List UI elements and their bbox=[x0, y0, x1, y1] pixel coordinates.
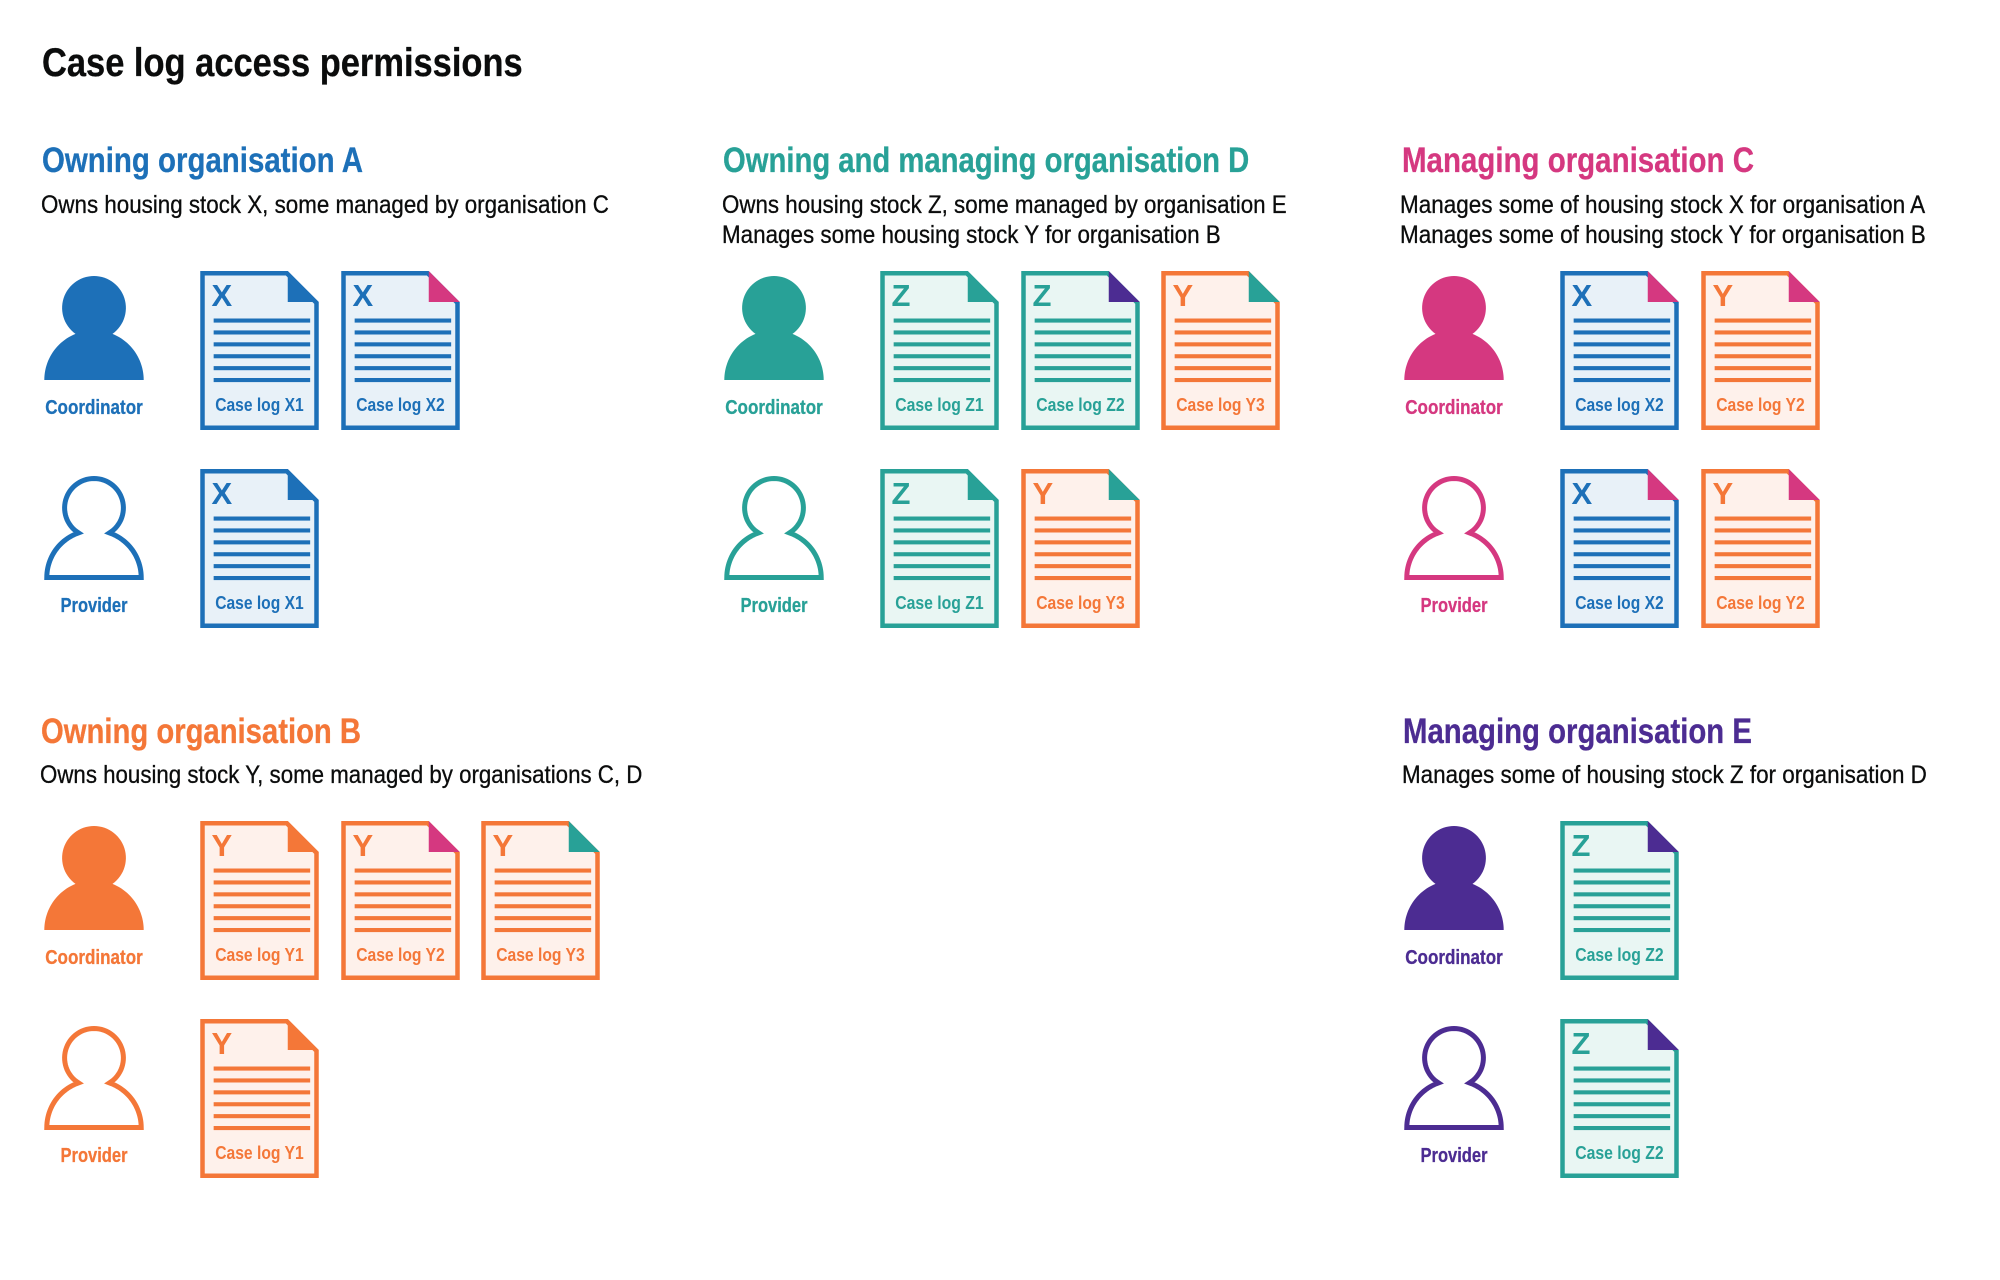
svg-text:X: X bbox=[212, 278, 233, 313]
svg-text:Y: Y bbox=[212, 828, 233, 863]
svg-text:Y: Y bbox=[1032, 475, 1053, 510]
svg-text:Y: Y bbox=[1712, 278, 1733, 313]
svg-text:Case log Y1: Case log Y1 bbox=[215, 944, 304, 965]
svg-text:Z: Z bbox=[1572, 1025, 1591, 1060]
svg-text:Y: Y bbox=[492, 828, 513, 863]
svg-text:Case log Z1: Case log Z1 bbox=[895, 591, 984, 612]
svg-text:Case log Z2: Case log Z2 bbox=[1036, 394, 1125, 415]
svg-text:Y: Y bbox=[352, 828, 373, 863]
svg-text:Y: Y bbox=[1172, 278, 1193, 313]
svg-text:X: X bbox=[1572, 278, 1593, 313]
svg-text:Z: Z bbox=[892, 475, 911, 510]
svg-text:Case log Z2: Case log Z2 bbox=[1575, 1141, 1664, 1162]
svg-text:X: X bbox=[1572, 475, 1593, 510]
svg-text:X: X bbox=[212, 475, 233, 510]
svg-text:Z: Z bbox=[1032, 278, 1051, 313]
svg-text:Case log X2: Case log X2 bbox=[1575, 394, 1664, 415]
svg-text:Case log Y3: Case log Y3 bbox=[1036, 591, 1125, 612]
svg-text:Case log Z1: Case log Z1 bbox=[895, 394, 984, 415]
svg-text:Case log X2: Case log X2 bbox=[1575, 591, 1664, 612]
svg-text:Case log X2: Case log X2 bbox=[356, 394, 445, 415]
svg-text:Y: Y bbox=[1712, 475, 1733, 510]
svg-text:Case log X1: Case log X1 bbox=[215, 591, 304, 612]
svg-text:Z: Z bbox=[892, 278, 911, 313]
svg-text:Case log X1: Case log X1 bbox=[215, 394, 304, 415]
svg-text:Case log Y3: Case log Y3 bbox=[496, 944, 585, 965]
svg-text:Z: Z bbox=[1572, 828, 1591, 863]
svg-text:Y: Y bbox=[212, 1025, 233, 1060]
svg-text:Case log Y2: Case log Y2 bbox=[1716, 591, 1805, 612]
svg-text:Case log Y1: Case log Y1 bbox=[215, 1141, 304, 1162]
svg-text:X: X bbox=[352, 278, 373, 313]
svg-text:Case log Y2: Case log Y2 bbox=[1716, 394, 1805, 415]
svg-text:Case log Y2: Case log Y2 bbox=[356, 944, 445, 965]
svg-text:Case log Z2: Case log Z2 bbox=[1575, 944, 1664, 965]
svg-text:Case log Y3: Case log Y3 bbox=[1176, 394, 1265, 415]
